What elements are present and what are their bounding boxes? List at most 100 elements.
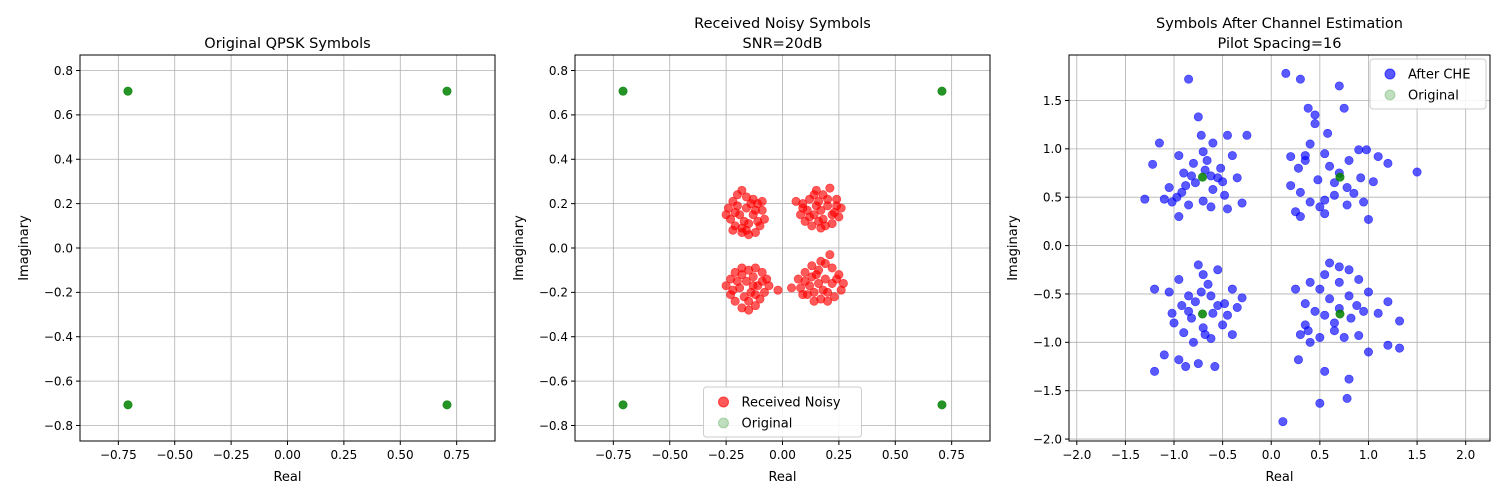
data-point-after-che <box>1325 294 1335 304</box>
data-point-received-noisy <box>787 283 797 293</box>
data-point-received-noisy <box>746 199 756 209</box>
data-point-after-che <box>1150 284 1160 294</box>
data-point-received-noisy <box>750 205 760 215</box>
chart-received-noisy: −0.75 −0.50 −0.25 0.00 0.25 0.50 0.75 −0.8 −0.6 −… <box>512 16 991 485</box>
x-tick-label: −0.50 <box>156 448 193 462</box>
data-point-received-noisy <box>728 285 738 295</box>
data-point-after-che <box>1222 310 1232 320</box>
data-point-received-noisy <box>741 225 751 235</box>
data-point-series <box>442 86 452 96</box>
data-point-series <box>442 400 452 410</box>
data-point-after-che <box>1310 110 1320 120</box>
data-point-after-che <box>1208 184 1218 194</box>
y-tick-label: −0.2 <box>539 286 568 300</box>
data-point-after-che <box>1188 337 1198 347</box>
data-point-after-che <box>1305 337 1315 347</box>
data-point-after-che <box>1190 297 1200 307</box>
chart-title: SNR=20dB <box>743 36 823 52</box>
data-point-received-noisy <box>744 296 754 306</box>
data-point-after-che <box>1222 204 1232 214</box>
x-tick-label: 0.00 <box>769 448 796 462</box>
data-point-received-noisy <box>737 185 747 195</box>
data-point-after-che <box>1300 299 1310 309</box>
data-point-received-noisy <box>818 214 828 224</box>
y-tick-label: −0.6 <box>539 374 568 388</box>
data-point-after-che <box>1193 112 1203 122</box>
y-tick-label: 0.0 <box>549 241 568 255</box>
data-point-after-che <box>1169 318 1179 328</box>
data-point-after-che <box>1177 301 1187 311</box>
data-point-after-che <box>1174 355 1184 365</box>
data-point-after-che <box>1218 320 1228 330</box>
data-point-after-che <box>1354 274 1364 284</box>
x-tick-label: 0.50 <box>882 448 909 462</box>
data-point-received-noisy <box>823 194 833 204</box>
data-point-after-che <box>1208 308 1218 318</box>
data-point-after-che <box>1362 145 1372 155</box>
data-point-after-che <box>1281 68 1291 78</box>
y-tick-label: 0.5 <box>1043 191 1062 205</box>
data-point-after-che <box>1310 119 1320 129</box>
data-point-after-che <box>1344 374 1354 384</box>
x-tick-label: −1.5 <box>1111 448 1140 462</box>
data-point-original <box>618 400 628 410</box>
y-axis-label: Imaginary <box>17 215 32 281</box>
data-point-after-che <box>1202 155 1212 165</box>
x-tick-label: 0.25 <box>826 448 853 462</box>
data-point-after-che <box>1356 173 1366 183</box>
x-tick-label: −1.0 <box>1159 448 1188 462</box>
data-point-after-che <box>1210 362 1220 372</box>
data-point-after-che <box>1286 181 1296 191</box>
data-point-after-che <box>1200 330 1210 340</box>
data-point-received-noisy <box>816 256 826 266</box>
data-point-after-che <box>1310 306 1320 316</box>
legend-label: Original <box>1408 89 1459 104</box>
x-axis-label: Real <box>1265 470 1293 485</box>
data-point-after-che <box>1303 326 1313 336</box>
data-point-after-che <box>1164 287 1174 297</box>
data-point-after-che <box>1383 297 1393 307</box>
data-point-after-che <box>1203 279 1213 289</box>
chart-after-che: −2.0 −1.5 −1.0 −0.5 0.0 0.5 1.0 1.5 2.0 −2.0 −1.5 −… <box>1006 16 1491 485</box>
data-point-received-noisy <box>730 208 740 218</box>
data-point-received-noisy <box>823 287 833 297</box>
data-point-received-noisy <box>832 201 842 211</box>
data-point-received-noisy <box>753 216 763 226</box>
data-point-received-noisy <box>757 276 767 286</box>
data-point-after-che <box>1344 265 1354 275</box>
data-point-after-che <box>1334 277 1344 287</box>
data-point-after-che <box>1295 330 1305 340</box>
data-point-after-che <box>1154 138 1164 148</box>
data-point-received-noisy <box>748 281 758 291</box>
data-point-after-che <box>1220 190 1230 200</box>
data-point-after-che <box>1174 151 1184 161</box>
plot-area <box>123 86 452 410</box>
x-tick-label: 0.75 <box>938 448 965 462</box>
legend-box <box>1369 58 1487 110</box>
data-point-after-che <box>1346 313 1356 323</box>
data-point-after-che <box>1232 173 1242 183</box>
y-tick-label: −0.5 <box>1033 287 1062 301</box>
data-point-after-che <box>1179 168 1189 178</box>
data-point-after-che <box>1208 138 1218 148</box>
data-point-after-che <box>1295 187 1305 197</box>
plot-area <box>618 86 947 410</box>
legend-marker <box>718 396 729 408</box>
data-point-after-che <box>1395 343 1405 353</box>
data-point-received-noisy <box>811 270 821 280</box>
legend-label: After CHE <box>1408 68 1470 83</box>
y-tick-label: 1.0 <box>1043 142 1062 156</box>
data-point-received-noisy <box>764 281 774 291</box>
data-point-after-che <box>1300 151 1310 161</box>
data-point-after-che <box>1344 155 1354 165</box>
data-point-after-che <box>1206 171 1216 181</box>
data-point-after-che <box>1213 265 1223 275</box>
data-point-after-che <box>1315 202 1325 212</box>
data-point-after-che <box>1184 200 1194 210</box>
data-point-after-che <box>1329 190 1339 200</box>
data-point-after-che <box>1193 359 1203 369</box>
y-tick-label: −0.8 <box>44 419 73 433</box>
x-tick-label: −0.50 <box>651 448 688 462</box>
data-point-after-che <box>1342 393 1352 403</box>
data-point-after-che <box>1412 167 1422 177</box>
